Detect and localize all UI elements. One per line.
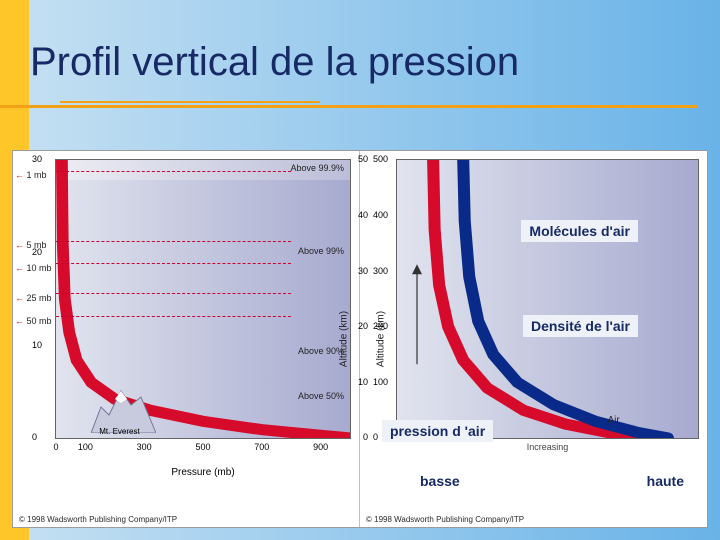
mb-annotation: ← 25 mb	[15, 293, 52, 303]
mb-annotation: ← 50 mb	[15, 316, 52, 326]
credit-left: © 1998 Wadsworth Publishing Company/ITP	[19, 515, 177, 524]
band-label: Above 99.9%	[290, 163, 344, 173]
dash-line	[56, 293, 291, 294]
ytick-left: 300	[373, 266, 388, 276]
mb-annotation: ← 5 mb	[15, 240, 47, 250]
xtick: 500	[195, 442, 210, 452]
ytick-left: 10	[32, 340, 42, 350]
overlay-density: Densité de l'air	[523, 315, 638, 337]
ytick-left: 500	[373, 154, 388, 164]
dash-line	[56, 241, 291, 242]
xtick: 900	[313, 442, 328, 452]
band-label: Above 90%	[298, 346, 344, 356]
overlay-low: basse	[412, 470, 468, 492]
mt-everest: Mt. Everest	[91, 387, 156, 438]
dash-line	[56, 316, 291, 317]
x-increasing: Increasing	[527, 442, 569, 452]
slide-title: Profil vertical de la pression	[30, 40, 519, 85]
mb-annotation: ← 10 mb	[15, 263, 52, 273]
xtick: 300	[137, 442, 152, 452]
ylabel-right-fig: Altitude (km)	[339, 311, 350, 367]
xtick: 0	[53, 442, 58, 452]
figure-left: Altitude (miles) Mt. Everest 01020300102…	[13, 151, 360, 527]
figure-row: Altitude (miles) Mt. Everest 01020300102…	[12, 150, 708, 528]
xtick: 700	[254, 442, 269, 452]
xtick: 100	[78, 442, 93, 452]
ytick-left: 400	[373, 210, 388, 220]
xlabel-left: Pressure (mb)	[55, 467, 351, 478]
ytick-left: 100	[373, 377, 388, 387]
dash-line	[56, 263, 291, 264]
overlay-pressure: pression d 'air	[382, 420, 493, 442]
arrow-up-icon	[409, 210, 425, 419]
dash-line	[56, 171, 291, 172]
right-plot: Air Increasing 0100200300400500	[396, 159, 699, 439]
ytick-left: 0	[373, 432, 378, 442]
right-curve-svg	[397, 160, 698, 438]
overlay-molecules: Molécules d'air	[521, 220, 638, 242]
mt-label: Mt. Everest	[99, 427, 139, 436]
band-label: Above 99%	[298, 246, 344, 256]
left-plot: Mt. Everest 0102030010203040500100300500…	[55, 159, 351, 439]
ytick-left: 30	[32, 154, 42, 164]
accent-stroke	[0, 105, 698, 108]
ytick-left: 0	[32, 432, 37, 442]
band-label: Above 50%	[298, 391, 344, 401]
mb-annotation: ← 1 mb	[15, 170, 47, 180]
air-label: Air	[608, 415, 620, 426]
credit-right: © 1998 Wadsworth Publishing Company/ITP	[366, 515, 524, 524]
ytick-left: 200	[373, 321, 388, 331]
overlay-high: haute	[639, 470, 692, 492]
